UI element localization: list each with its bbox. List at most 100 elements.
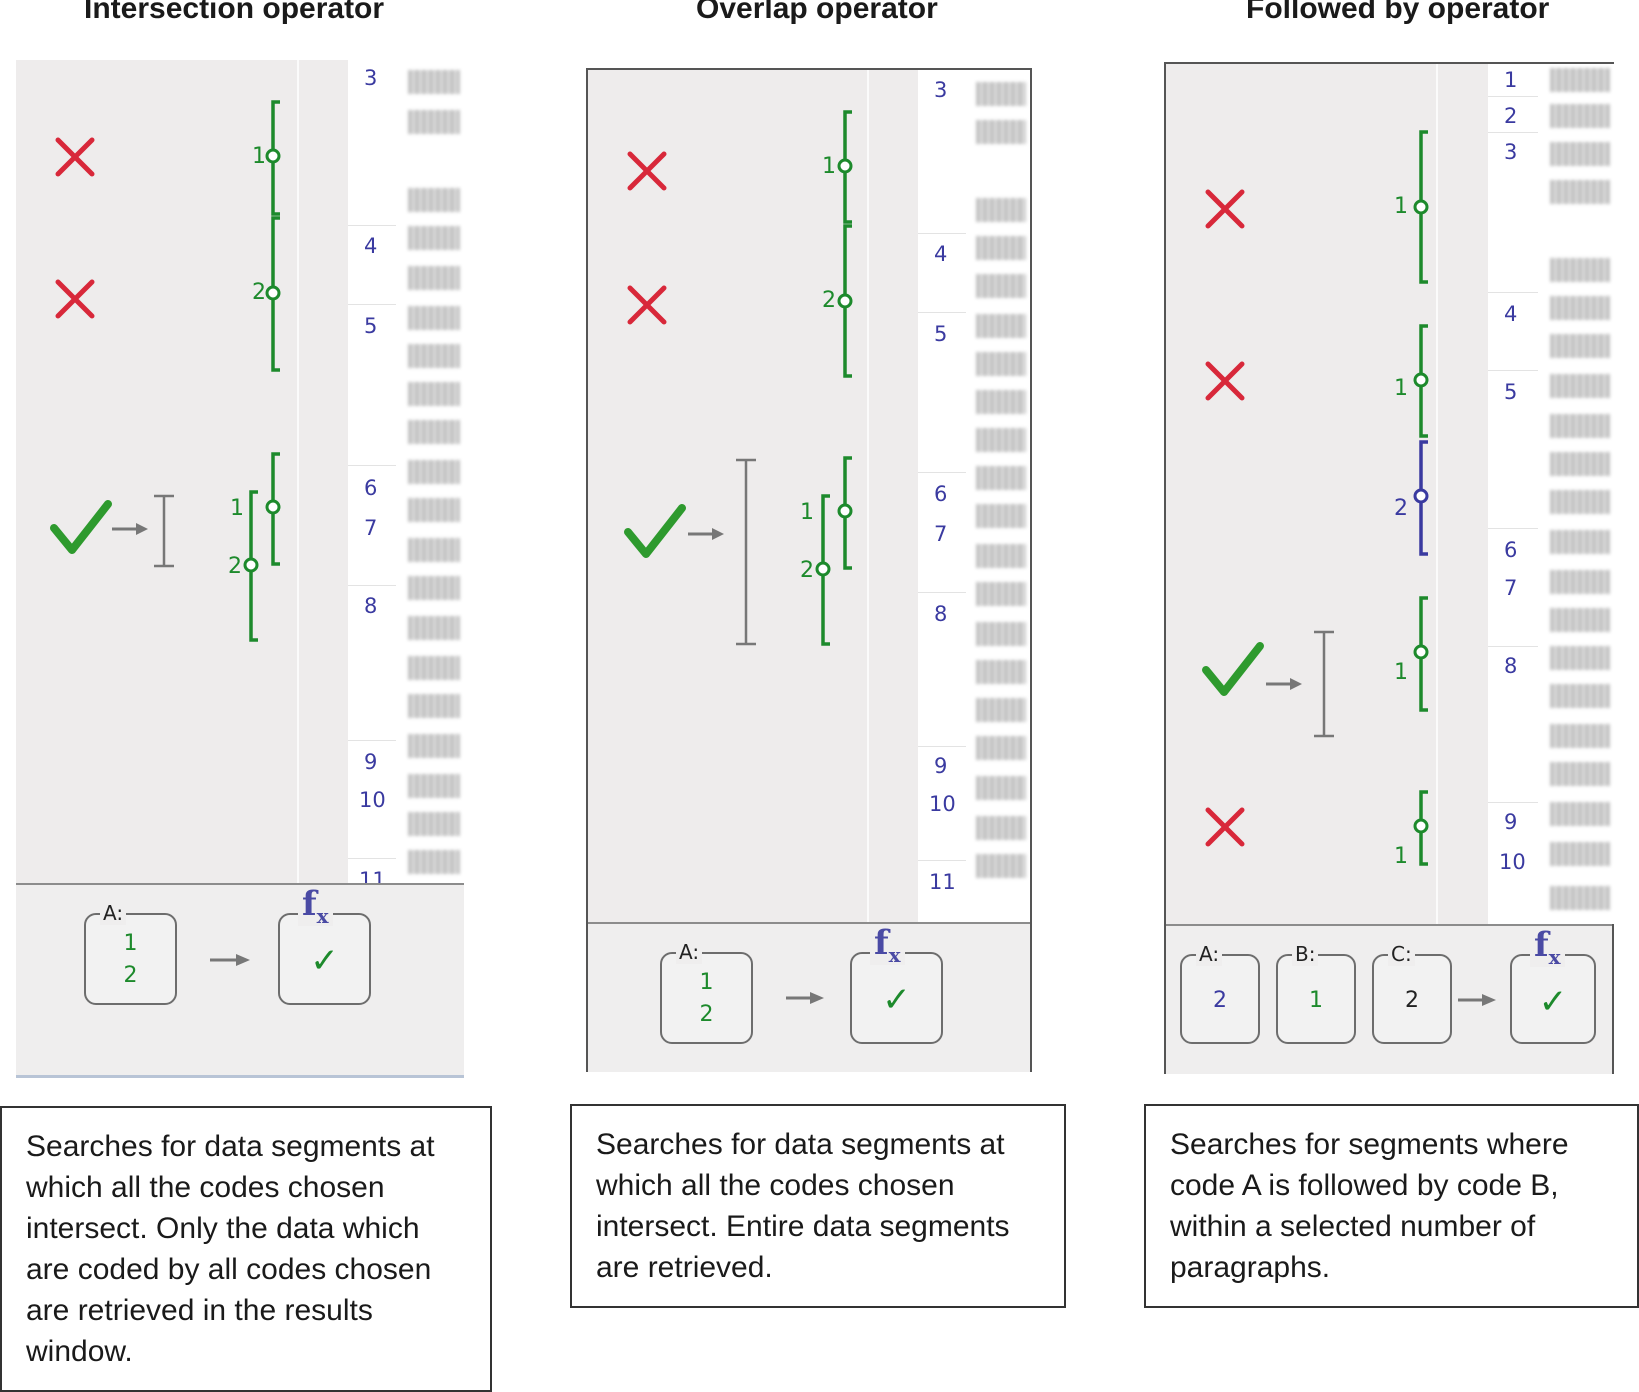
row-separator (918, 592, 966, 593)
criteria-box-a[interactable]: A: 2 (1180, 942, 1260, 1044)
blurred-text (976, 352, 1026, 376)
blurred-text (408, 616, 460, 640)
blurred-text (1550, 334, 1610, 358)
function-box[interactable]: fx ✓ (1510, 928, 1596, 1044)
intersection-description: Searches for data segments at which all … (0, 1106, 492, 1392)
criteria-label: A: (1196, 942, 1223, 966)
code-node (265, 499, 281, 515)
cross-icon (1205, 361, 1245, 401)
criteria-box-c[interactable]: C: 2 (1372, 942, 1452, 1044)
row-separator (1488, 132, 1538, 133)
blurred-text (408, 812, 460, 836)
document-text-column: 1 2 3 4 5 6 7 8 9 10 (1488, 64, 1614, 924)
blurred-text (408, 70, 460, 94)
check-icon (50, 500, 112, 554)
row-separator (918, 312, 966, 313)
cross-icon (627, 285, 667, 325)
row-separator (918, 472, 966, 473)
blurred-text (976, 428, 1026, 452)
blurred-text (408, 656, 460, 680)
line-number: 10 (929, 792, 956, 816)
blurred-text (408, 734, 460, 758)
blurred-text (1550, 802, 1610, 826)
code-node (265, 148, 281, 164)
blurred-text (1550, 570, 1610, 594)
blurred-text (408, 460, 460, 484)
line-number: 3 (1504, 140, 1518, 164)
code-label: 1 (1394, 194, 1408, 219)
blurred-text (1550, 258, 1610, 282)
row-separator (918, 860, 966, 861)
criteria-box-a[interactable]: A: 1 2 (660, 940, 753, 1044)
line-number: 7 (934, 522, 948, 546)
margin-divider (297, 60, 299, 920)
code-node (265, 285, 281, 301)
document-text-column: 3 4 5 6 7 8 9 10 11 (918, 70, 1030, 922)
blurred-text (408, 382, 460, 406)
arrow-icon (112, 523, 148, 535)
result-segment (154, 494, 174, 568)
criteria-label: A: (676, 940, 703, 964)
bar-edge (16, 1075, 464, 1078)
blurred-text (976, 660, 1026, 684)
line-number: 8 (1504, 654, 1518, 678)
blurred-text (1550, 646, 1610, 670)
line-number: 11 (929, 870, 956, 894)
line-number: 6 (364, 476, 378, 500)
overlap-panel: 3 4 5 6 7 8 9 10 11 1 2 1 (586, 68, 1032, 1072)
blurred-text (408, 850, 460, 874)
line-number: 6 (934, 482, 948, 506)
blurred-text (1550, 68, 1610, 92)
criteria-box-a[interactable]: A: 1 2 (84, 901, 177, 1005)
query-bar: A: 1 2 fx ✓ (16, 883, 464, 1078)
line-number: 4 (934, 242, 948, 266)
row-separator (1488, 96, 1538, 97)
blurred-text (1550, 842, 1610, 866)
arrow-icon (688, 528, 724, 540)
blurred-text (1550, 608, 1610, 632)
followed-by-panel: 1 2 3 4 5 6 7 8 9 10 (1164, 62, 1614, 1074)
code-node (815, 561, 831, 577)
blurred-text (976, 816, 1026, 840)
code-label: 2 (1394, 496, 1408, 521)
check-icon: ✓ (310, 941, 339, 981)
function-box[interactable]: fx ✓ (278, 887, 371, 1005)
panel-title-overlap: Overlap operator (696, 0, 938, 25)
row-separator (918, 746, 966, 747)
criteria-value: 2 (123, 963, 138, 988)
code-label: 1 (230, 496, 244, 521)
line-number: 3 (364, 66, 378, 90)
blurred-text (976, 622, 1026, 646)
row-separator (1488, 802, 1538, 803)
blurred-text (1550, 374, 1610, 398)
function-box[interactable]: fx ✓ (850, 926, 943, 1044)
row-separator (1488, 292, 1538, 293)
query-arrow (1458, 994, 1496, 1006)
line-number: 2 (1504, 104, 1518, 128)
blurred-text (408, 110, 460, 134)
blurred-text (976, 854, 1026, 878)
check-icon: ✓ (1538, 982, 1568, 1022)
code-node (837, 158, 853, 174)
panel-title-intersection: Intersection operator (84, 0, 385, 25)
line-number: 10 (1499, 850, 1526, 874)
criteria-value: 1 (1309, 988, 1323, 1013)
code-label: 1 (1394, 660, 1408, 685)
code-label: 1 (1394, 376, 1408, 401)
blurred-text (976, 582, 1026, 606)
criteria-label: B: (1292, 942, 1319, 966)
code-node (1413, 818, 1429, 834)
line-number: 6 (1504, 538, 1518, 562)
line-number: 4 (364, 234, 378, 258)
row-separator (348, 585, 396, 586)
criteria-box-b[interactable]: B: 1 (1276, 942, 1356, 1044)
blurred-text (408, 306, 460, 330)
blurred-text (1550, 414, 1610, 438)
blurred-text (408, 774, 460, 798)
line-number: 9 (364, 750, 378, 774)
line-number: 8 (364, 594, 378, 618)
criteria-label: C: (1388, 942, 1415, 966)
check-icon (1202, 642, 1264, 696)
fx-icon: fx (870, 926, 905, 965)
row-separator (348, 858, 396, 859)
